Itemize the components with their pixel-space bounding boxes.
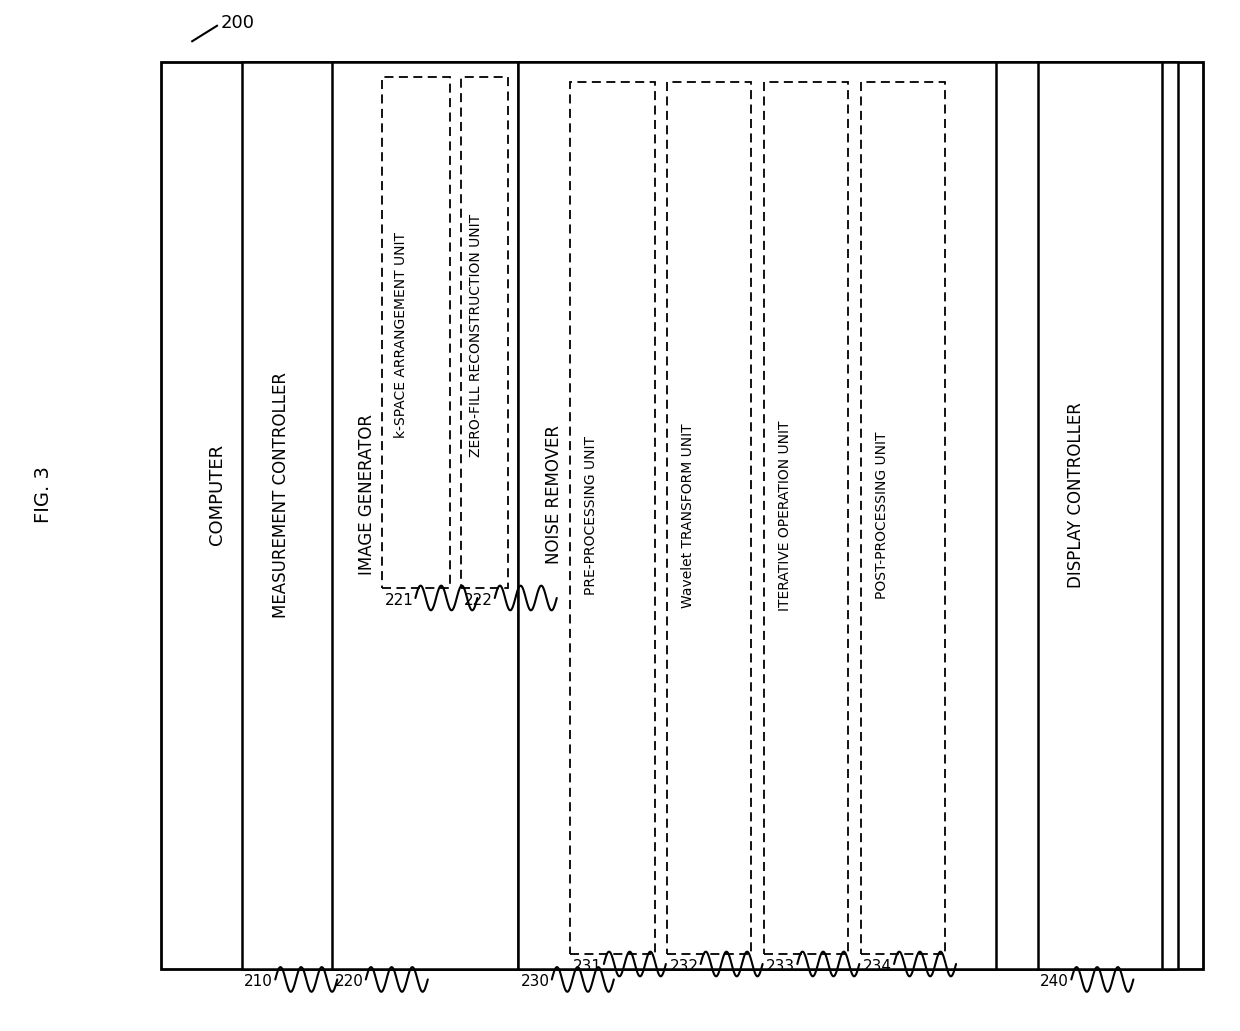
Text: Wavelet TRANSFORM UNIT: Wavelet TRANSFORM UNIT [681, 423, 696, 608]
Bar [382, 77, 450, 588]
Bar [332, 62, 518, 969]
Text: k-SPACE ARRANGEMENT UNIT: k-SPACE ARRANGEMENT UNIT [393, 232, 408, 438]
Text: IMAGE GENERATOR: IMAGE GENERATOR [358, 414, 376, 575]
Text: DISPLAY CONTROLLER: DISPLAY CONTROLLER [1068, 402, 1085, 588]
Text: 233: 233 [766, 959, 795, 974]
Text: FIG. 3: FIG. 3 [33, 466, 53, 524]
Text: NOISE REMOVER: NOISE REMOVER [546, 426, 563, 564]
Text: COMPUTER: COMPUTER [208, 444, 226, 545]
Text: 200: 200 [221, 13, 254, 32]
Text: 240: 240 [1040, 974, 1069, 990]
Text: ITERATIVE OPERATION UNIT: ITERATIVE OPERATION UNIT [777, 421, 792, 610]
Bar [764, 82, 848, 954]
Bar [667, 82, 751, 954]
Bar [161, 62, 1203, 969]
Text: 222: 222 [464, 593, 492, 608]
Text: 230: 230 [521, 974, 549, 990]
Bar [518, 62, 996, 969]
Text: 210: 210 [244, 974, 273, 990]
Text: 220: 220 [335, 974, 363, 990]
Text: 221: 221 [384, 593, 413, 608]
Bar [861, 82, 945, 954]
Text: 232: 232 [670, 959, 698, 974]
Bar [1038, 62, 1162, 969]
Text: MEASUREMENT CONTROLLER: MEASUREMENT CONTROLLER [273, 372, 290, 618]
Text: 234: 234 [863, 959, 892, 974]
Text: POST-PROCESSING UNIT: POST-PROCESSING UNIT [874, 432, 889, 599]
Text: ZERO-FILL RECONSTRUCTION UNIT: ZERO-FILL RECONSTRUCTION UNIT [469, 213, 484, 457]
Bar [570, 82, 655, 954]
Text: 231: 231 [573, 959, 601, 974]
Bar [242, 62, 1178, 969]
Text: PRE-PROCESSING UNIT: PRE-PROCESSING UNIT [584, 436, 599, 595]
Bar [461, 77, 508, 588]
